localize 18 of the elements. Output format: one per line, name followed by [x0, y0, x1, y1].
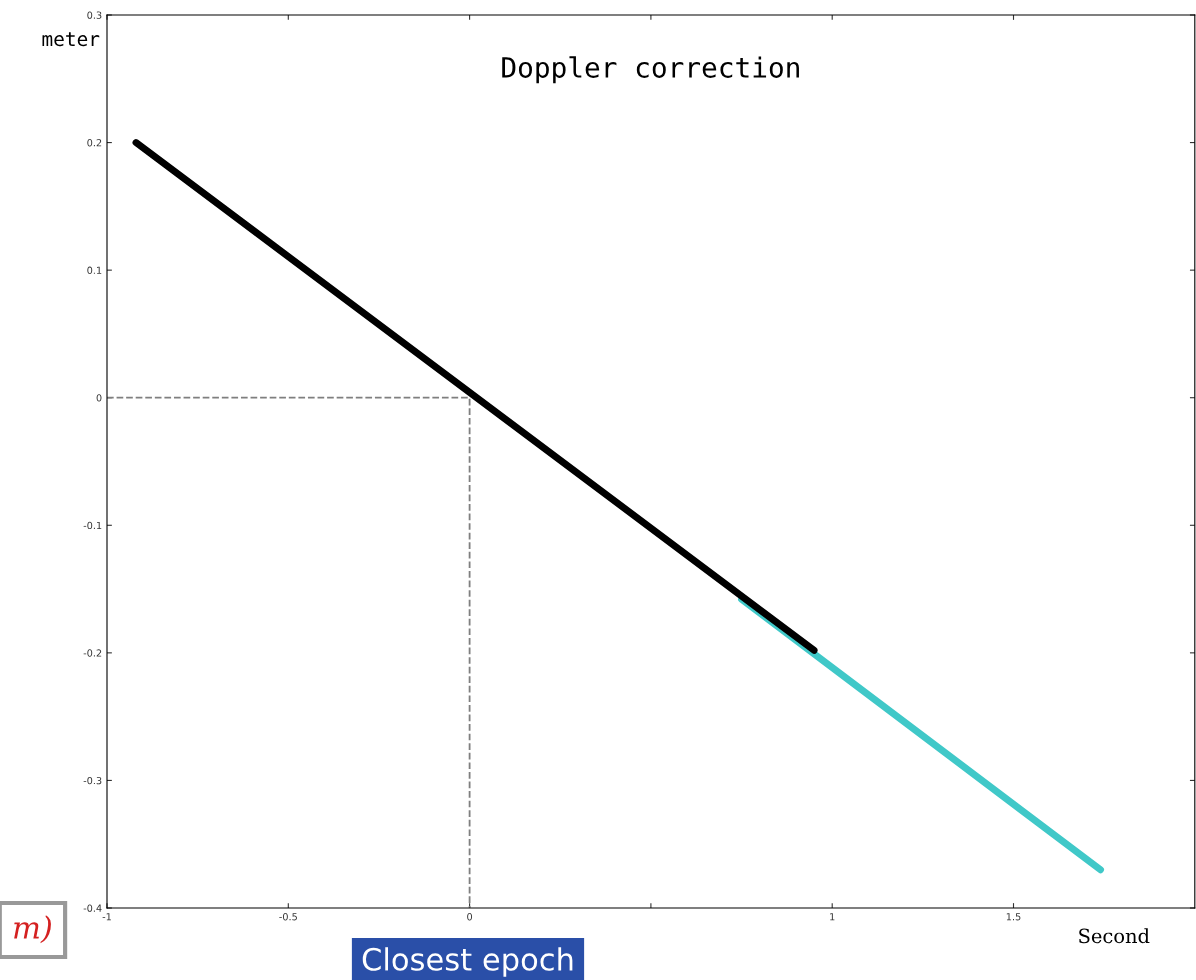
y-axis-title: meter: [42, 32, 100, 47]
y-tick-label: 0: [96, 394, 102, 402]
x-axis-title: Second: [1079, 928, 1150, 944]
y-tick-label: 0.1: [87, 266, 102, 274]
text: Doppler correction: [502, 56, 799, 84]
text: m): [14, 915, 51, 944]
y-tick-label: 0.2: [87, 139, 102, 147]
x-tick-label: -1: [102, 913, 111, 921]
text: Closest epoch: [362, 947, 573, 977]
y-tick-label: -0.3: [83, 776, 102, 785]
x-tick-label: 1.5: [1006, 913, 1021, 921]
y-tick-label: 0.3: [87, 11, 102, 19]
x-tick-label: -0.5: [279, 913, 297, 921]
y-tick-label: -0.2: [83, 649, 102, 657]
x-tick-label: 1: [830, 913, 835, 921]
x-tick-label: 0: [467, 913, 473, 921]
y-tick-label: -0.1: [83, 521, 102, 530]
y-tick-label: -0.4: [83, 904, 102, 912]
